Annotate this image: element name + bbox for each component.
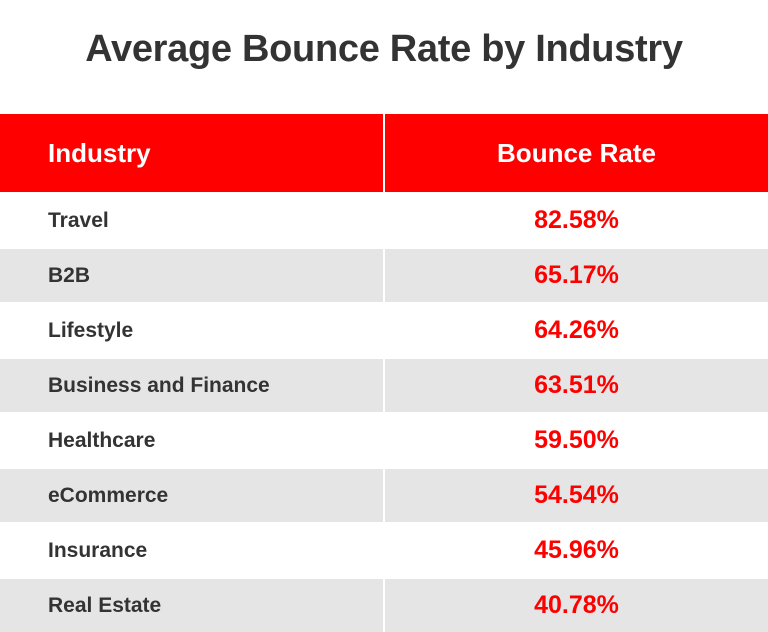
header-row: Industry Bounce Rate: [0, 114, 768, 193]
header-bounce-rate: Bounce Rate: [384, 114, 768, 193]
industry-cell: Insurance: [0, 522, 385, 578]
industry-cell: Healthcare: [0, 412, 385, 468]
bounce-rate-cell: 65.17%: [384, 247, 768, 303]
bounce-rate-cell: 45.96%: [384, 522, 768, 578]
header-industry: Industry: [0, 114, 385, 193]
bounce-rate-cell: 59.50%: [384, 412, 768, 468]
table-row: B2B 65.17%: [0, 247, 768, 303]
table-row: Real Estate 40.78%: [0, 577, 768, 632]
industry-cell: B2B: [0, 247, 385, 303]
table-row: Healthcare 59.50%: [0, 412, 768, 468]
bounce-rate-cell: 54.54%: [384, 467, 768, 523]
bounce-rate-cell: 82.58%: [384, 192, 768, 248]
table-row: eCommerce 54.54%: [0, 467, 768, 523]
industry-cell: Real Estate: [0, 577, 385, 632]
industry-cell: Travel: [0, 192, 385, 248]
industry-cell: Lifestyle: [0, 302, 385, 358]
industry-cell: Business and Finance: [0, 357, 385, 413]
table-row: Business and Finance 63.51%: [0, 357, 768, 413]
bounce-rate-cell: 40.78%: [384, 577, 768, 632]
table-row: Insurance 45.96%: [0, 522, 768, 578]
bounce-rate-cell: 63.51%: [384, 357, 768, 413]
industry-cell: eCommerce: [0, 467, 385, 523]
bounce-rate-cell: 64.26%: [384, 302, 768, 358]
table-row: Lifestyle 64.26%: [0, 302, 768, 358]
bounce-rate-table: Industry Bounce Rate Travel 82.58% B2B 65.1…: [0, 114, 768, 632]
chart-title: Average Bounce Rate by Industry: [85, 28, 683, 70]
table-row: Travel 82.58%: [0, 192, 768, 248]
